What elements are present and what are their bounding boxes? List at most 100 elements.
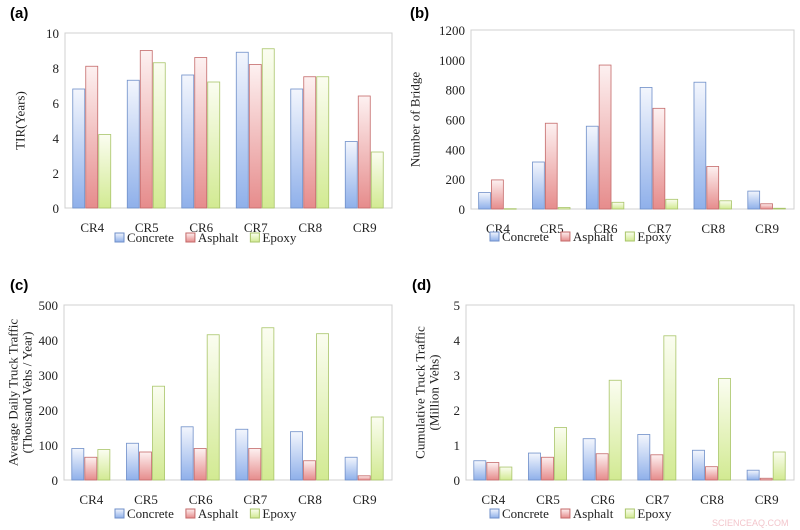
x-tick-label: CR5: [135, 220, 159, 235]
x-tick-label: CR4: [80, 220, 104, 235]
bar-concrete-cr5: [532, 161, 545, 210]
bar-asphalt-cr4: [491, 179, 504, 210]
bar-concrete-cr6: [582, 438, 596, 481]
x-tick-label: CR7: [244, 220, 268, 235]
bar-epoxy-cr6: [608, 379, 622, 481]
bar-asphalt-cr6: [598, 64, 612, 210]
bar-asphalt-cr5: [139, 451, 152, 481]
y-tick-label: 3: [454, 368, 461, 383]
bar-concrete-cr9: [344, 141, 358, 209]
y-axis-label: Average Daily Truck Traffic: [6, 319, 21, 466]
bar-epoxy-cr6: [611, 201, 625, 210]
legend-label-concrete: Concrete: [502, 229, 549, 244]
bar-concrete-cr4: [71, 448, 85, 481]
legend-swatch-asphalt: [560, 231, 571, 242]
legend-label-asphalt: Asphalt: [573, 229, 614, 244]
legend-swatch-concrete: [114, 508, 125, 519]
bar-concrete-cr8: [692, 449, 705, 481]
y-tick-label: 500: [39, 298, 59, 313]
plot-area: [64, 32, 393, 209]
y-tick-label: 6: [53, 96, 60, 111]
x-tick-label: CR7: [645, 492, 669, 507]
bar-concrete-cr6: [180, 426, 194, 481]
watermark: SCIENCEAQ.COM: [712, 518, 789, 528]
y-tick-label: 300: [39, 368, 59, 383]
x-tick-label: CR6: [594, 221, 618, 236]
panel-label: (b): [410, 5, 429, 22]
x-tick-label: CR9: [755, 492, 779, 507]
legend-swatch-epoxy: [624, 231, 635, 242]
bar-asphalt-cr4: [85, 65, 99, 209]
legend-label-asphalt: Asphalt: [198, 506, 239, 521]
bar-epoxy-cr9: [772, 451, 786, 481]
y-tick-label: 400: [446, 142, 466, 157]
y-axis-label: Cumulative Truck Traffic: [413, 326, 428, 459]
bar-asphalt-cr4: [486, 462, 500, 481]
bar-concrete-cr4: [478, 192, 491, 210]
legend-swatch-concrete: [114, 232, 125, 243]
legend-label-concrete: Concrete: [127, 230, 174, 245]
legend-label-epoxy: Epoxy: [637, 506, 671, 521]
y-tick-label: 600: [446, 113, 466, 128]
legend-label-asphalt: Asphalt: [573, 506, 614, 521]
panel-label: (d): [412, 277, 431, 294]
legend-label-asphalt: Asphalt: [198, 230, 239, 245]
x-tick-label: CR7: [243, 492, 267, 507]
panel-label: (a): [10, 5, 28, 22]
x-tick-label: CR6: [189, 220, 213, 235]
bar-concrete-cr7: [639, 87, 653, 210]
legend-swatch-asphalt: [185, 508, 196, 519]
bar-asphalt-cr8: [706, 166, 720, 210]
bar-epoxy-cr7: [665, 198, 679, 210]
bar-epoxy-cr4: [503, 208, 517, 210]
bar-asphalt-cr9: [357, 95, 371, 209]
bar-asphalt-cr9: [759, 477, 773, 481]
bar-concrete-cr5: [126, 79, 140, 209]
bar-epoxy-cr6: [207, 81, 221, 209]
y-tick-label: 1200: [439, 23, 465, 38]
y-tick-label: 10: [46, 26, 59, 41]
bar-epoxy-cr9: [773, 207, 786, 210]
plot-area: [63, 304, 393, 481]
y-tick-label: 4: [454, 333, 461, 348]
bar-concrete-cr7: [235, 428, 249, 481]
y-tick-label: 1000: [439, 53, 465, 68]
y-tick-label: 0: [53, 201, 60, 216]
x-tick-label: CR6: [591, 492, 615, 507]
y-tick-label: 0: [52, 473, 59, 488]
y-axis-label: TIR(Years): [13, 91, 28, 150]
bar-asphalt-cr9: [760, 203, 773, 210]
y-tick-label: 2: [454, 403, 461, 418]
bar-concrete-cr7: [235, 51, 249, 209]
bar-asphalt-cr4: [84, 456, 98, 481]
bar-epoxy-cr7: [261, 48, 275, 209]
bar-epoxy-cr4: [499, 466, 513, 481]
bar-epoxy-cr8: [719, 200, 732, 210]
bar-concrete-cr5: [126, 442, 139, 481]
bar-concrete-cr6: [181, 74, 195, 209]
bar-asphalt-cr6: [595, 453, 609, 481]
legend-swatch-asphalt: [185, 232, 196, 243]
x-tick-label: CR8: [298, 220, 322, 235]
bar-epoxy-cr7: [261, 327, 275, 481]
x-tick-label: CR5: [536, 492, 560, 507]
x-tick-label: CR5: [540, 221, 564, 236]
x-tick-label: CR4: [481, 492, 505, 507]
bar-asphalt-cr7: [650, 454, 664, 481]
bar-asphalt-cr5: [544, 122, 558, 210]
bar-asphalt-cr5: [541, 456, 554, 481]
x-tick-label: CR9: [755, 221, 779, 236]
bar-epoxy-cr9: [370, 151, 384, 209]
bar-epoxy-cr8: [718, 378, 731, 481]
bar-concrete-cr6: [585, 125, 599, 210]
y-tick-label: 0: [459, 202, 466, 217]
panel-label: (c): [10, 277, 28, 294]
y-tick-label: 200: [446, 172, 466, 187]
bar-epoxy-cr8: [316, 76, 330, 209]
bar-epoxy-cr9: [370, 416, 384, 481]
bar-concrete-cr8: [290, 431, 303, 481]
bar-epoxy-cr5: [152, 385, 165, 481]
bar-epoxy-cr8: [316, 333, 329, 481]
bar-asphalt-cr5: [139, 50, 153, 209]
